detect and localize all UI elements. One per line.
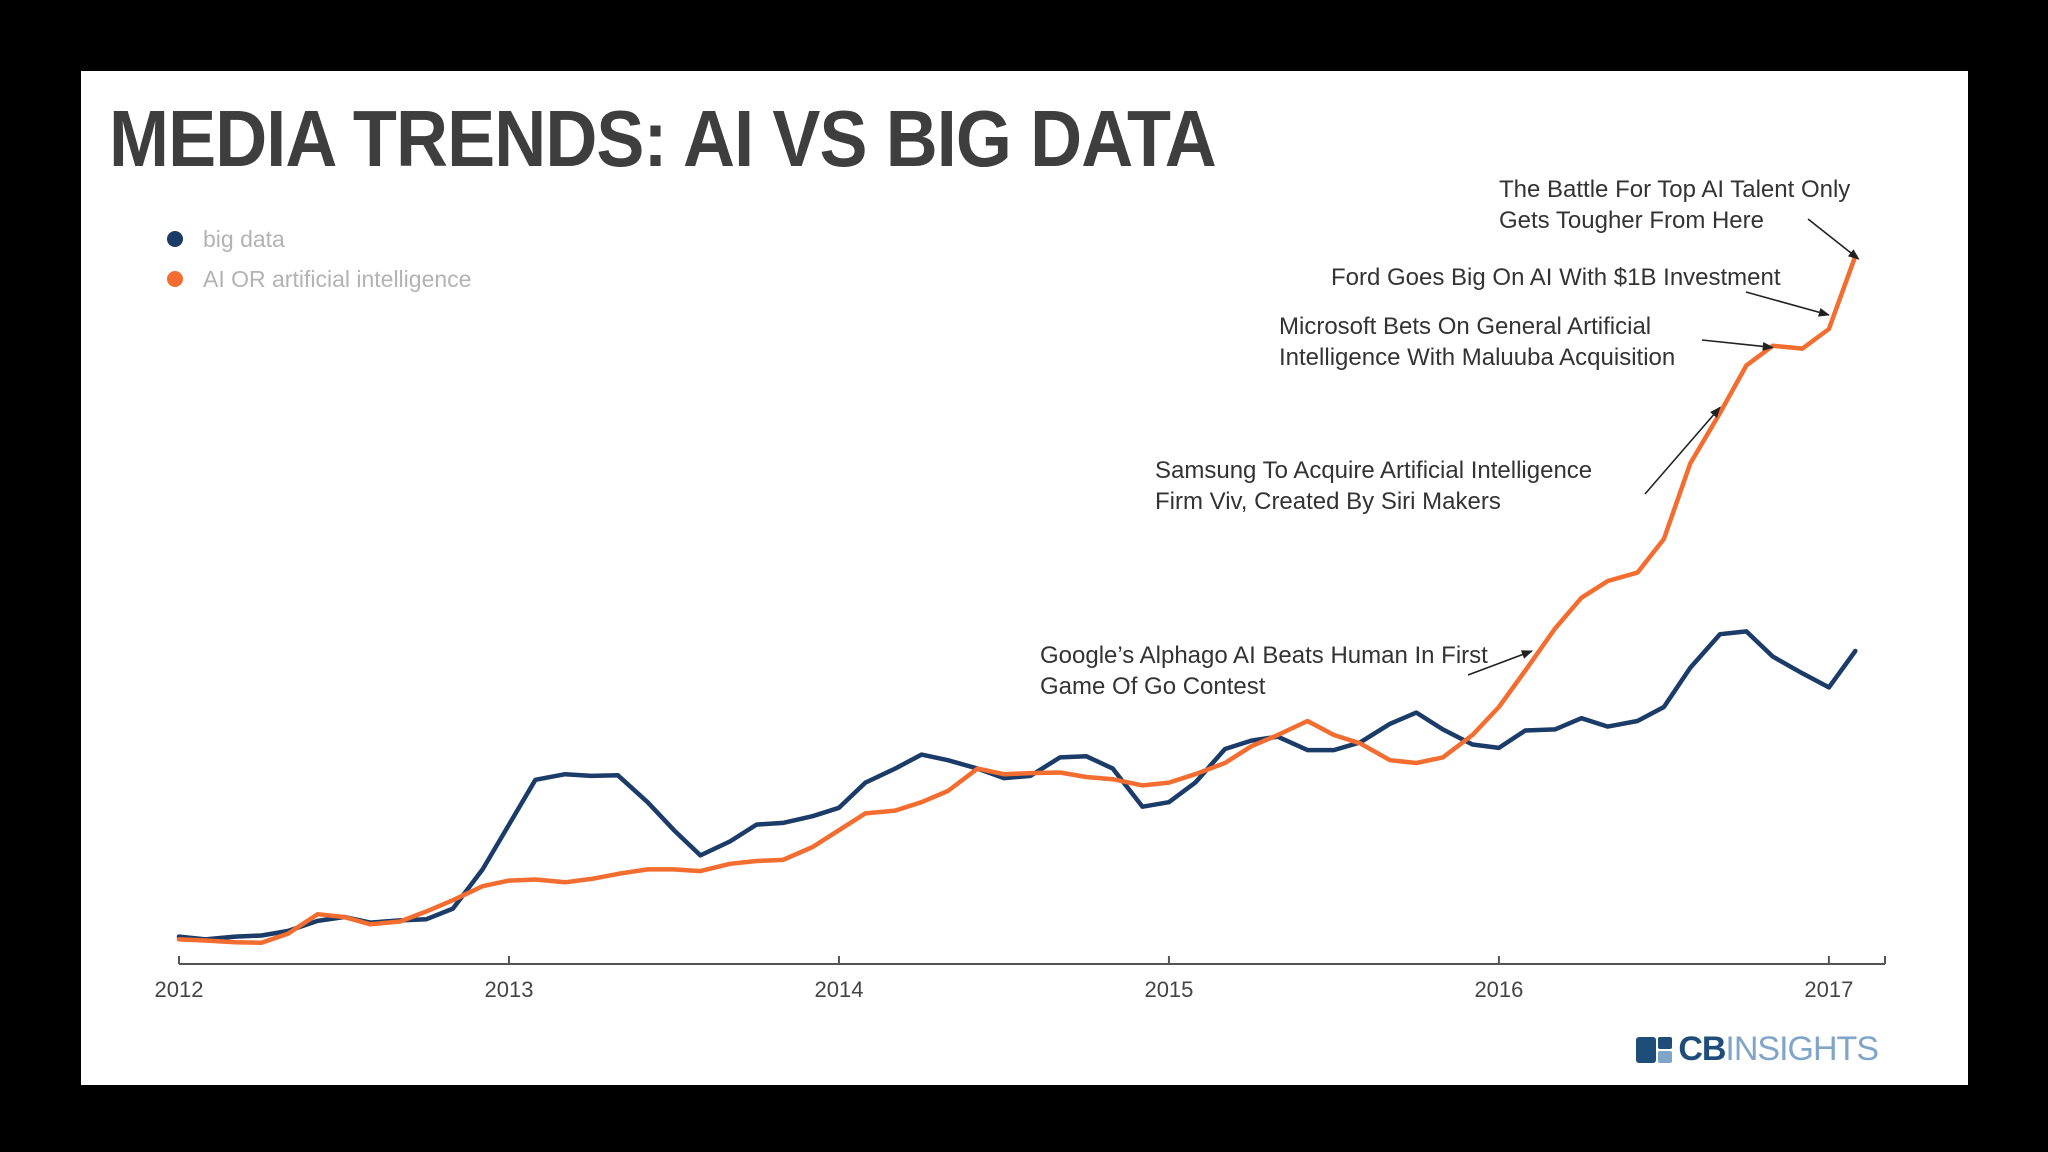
annotation-arrow [1745,291,1830,317]
x-tick-label: 2014 [814,977,863,1002]
annotation-text: Google’s Alphago AI Beats Human In First… [1040,642,1488,700]
x-tick-label: 2013 [485,977,534,1002]
annotation-arrow [1467,650,1533,676]
legend: big data AI OR artificial intelligence [167,219,471,299]
legend-label-big-data: big data [203,225,285,252]
annotation-text: Ford Goes Big On AI With $1B Investment [1331,264,1781,291]
line-chart: 2012 2013 2014 2015 2016 2017 The Battle For T… [155,176,1886,1002]
annotation-arrow [1701,339,1774,351]
legend-item-big-data: big data [167,219,471,259]
annotation-text: Samsung To Acquire Artificial Intelligen… [1155,457,1592,515]
x-tick-label: 2017 [1804,977,1853,1002]
chart-card: MEDIA TRENDS: AI VS BIG DATA big data AI… [81,71,1968,1085]
legend-label-ai: AI OR artificial intelligence [203,265,472,292]
series-line-big-data [176,629,1858,942]
annotation-text: Microsoft Bets On General Artificial Inte… [1279,313,1675,371]
annotation-arrow [1644,406,1721,495]
series-line-ai [176,253,1858,946]
annotation-arrow [1807,218,1860,260]
cb-insights-logo: CB INSIGHTS [1636,1030,1879,1069]
x-tick-label: 2016 [1474,977,1523,1002]
annotation-text: The Battle For Top AI Talent Only Gets To… [1499,176,1850,234]
legend-item-ai: AI OR artificial intelligence [167,259,471,299]
legend-swatch-big-data [167,231,183,247]
logo-text-insights: INSIGHTS [1725,1030,1879,1068]
logo-text-cb: CB [1678,1030,1726,1068]
x-tick-label: 2015 [1144,977,1193,1002]
chart-title: MEDIA TRENDS: AI VS BIG DATA [109,94,1217,183]
x-tick-label: 2012 [155,977,204,1002]
cb-insights-logo-icon [1636,1036,1673,1063]
legend-swatch-ai [167,271,183,287]
